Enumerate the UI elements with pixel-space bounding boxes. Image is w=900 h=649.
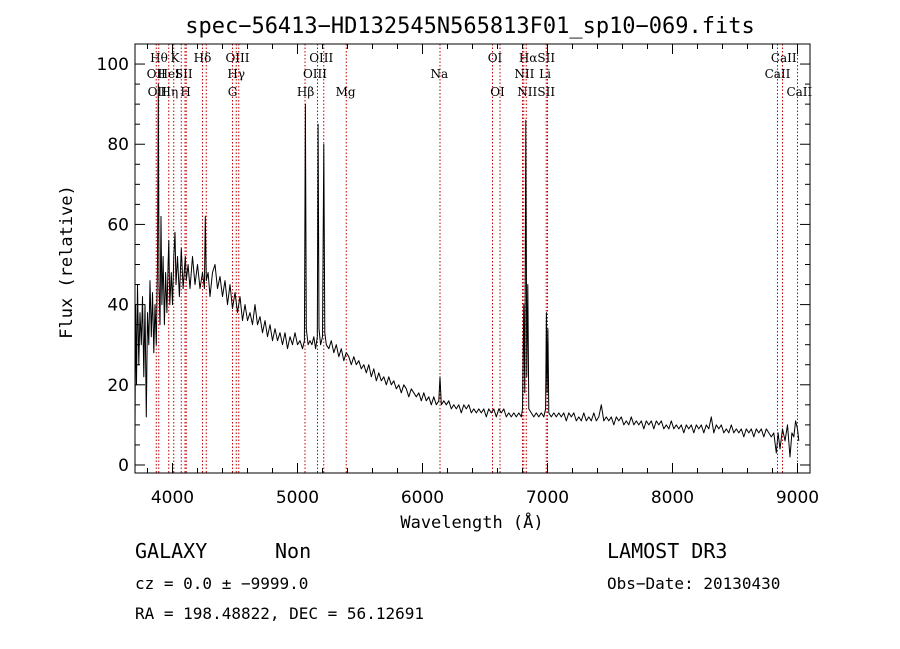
y-tick-label: 80 xyxy=(107,135,129,155)
chart-title: spec−56413−HD132545N565813F01_sp10−069.f… xyxy=(185,14,755,39)
object-class: GALAXY xyxy=(135,539,207,563)
emission-line-label: CaII xyxy=(765,67,791,81)
coordinates: RA = 198.48822, DEC = 56.12691 xyxy=(135,604,424,623)
x-tick-label: 8000 xyxy=(651,488,694,508)
emission-line-label: OII xyxy=(148,85,168,99)
emission-line-label: Li xyxy=(539,67,551,81)
emission-line-label: CaII xyxy=(771,51,797,65)
survey-name: LAMOST DR3 xyxy=(607,539,727,563)
emission-line-label: OI xyxy=(488,51,503,65)
spectrum-line xyxy=(134,83,800,458)
emission-line-label: Hη xyxy=(161,85,179,99)
emission-line-label: OI xyxy=(490,85,505,99)
x-tick-label: 4000 xyxy=(151,488,194,508)
y-tick-label: 100 xyxy=(97,55,129,75)
y-tick-label: 0 xyxy=(118,456,129,476)
redshift-cz: cz = 0.0 ± −9999.0 xyxy=(135,574,308,593)
emission-line-label: Mg xyxy=(336,85,356,99)
emission-line-label: OII xyxy=(147,67,167,81)
x-tick-label: 5000 xyxy=(276,488,319,508)
emission-line-label: OIII xyxy=(225,51,249,65)
spectrum-series xyxy=(134,83,800,458)
emission-line-label: HeI xyxy=(158,67,181,81)
observation-date: Obs−Date: 20130430 xyxy=(607,574,780,593)
emission-line-label: Hα xyxy=(519,51,538,65)
emission-line-label: Na xyxy=(431,67,449,81)
y-axis-label: Flux (relative) xyxy=(57,185,77,339)
y-axis-ticks: 0 20 40 60 80 100 xyxy=(97,55,810,476)
emission-line-label: Hθ xyxy=(150,51,168,65)
emission-line-label: SII xyxy=(537,85,555,99)
x-tick-label: 6000 xyxy=(401,488,444,508)
x-tick-label: 9000 xyxy=(776,488,819,508)
y-tick-label: 20 xyxy=(107,376,129,396)
emission-line-label: Hβ xyxy=(297,85,314,99)
emission-line-label: K xyxy=(171,51,181,65)
y-tick-label: 60 xyxy=(107,215,129,235)
x-axis-ticks: 4000 5000 6000 7000 8000 9000 xyxy=(147,44,819,508)
emission-line-label: SII xyxy=(175,67,193,81)
emission-line-label: H xyxy=(180,85,190,99)
emission-line-label: NII xyxy=(514,67,534,81)
emission-line-label: NII xyxy=(517,85,537,99)
emission-line-label: OIII xyxy=(303,67,327,81)
x-tick-label: 7000 xyxy=(526,488,569,508)
y-tick-label: 40 xyxy=(107,296,129,316)
x-axis-label: Wavelength (Å) xyxy=(400,511,543,533)
emission-line-label: SII xyxy=(537,51,555,65)
emission-line-label: Hδ xyxy=(194,51,212,65)
emission-line-label: OIII xyxy=(309,51,333,65)
emission-line-label: CaII xyxy=(786,85,812,99)
object-subclass: Non xyxy=(275,539,311,563)
line-markers xyxy=(155,44,798,473)
emission-line-label: Hγ xyxy=(227,67,245,81)
emission-line-label: G xyxy=(228,85,238,99)
